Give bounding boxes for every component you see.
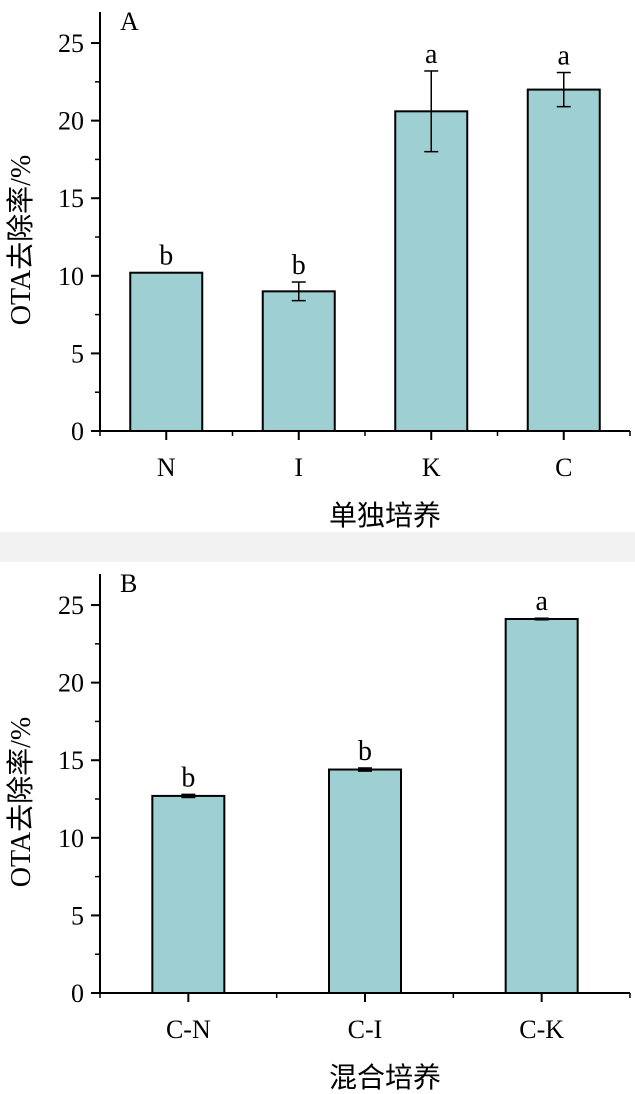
x-axis-title: 单独培养 — [329, 500, 441, 532]
chart-a-svg: b b a a 0 5 10 15 20 25 N I K C A 单独培养 OTA去除率/% — [5, 7, 631, 532]
chart-panel-a: b b a a 0 5 10 15 20 25 N I K C A 单独培养 OTA去除率/% — [0, 0, 635, 532]
bar-I — [261, 290, 336, 433]
y-tick-label: 25 — [58, 29, 84, 58]
y-tick-label: 15 — [58, 184, 84, 213]
chart-panel-b: b b a 0 5 10 15 20 25 C-N C-I C-K B 混合培养 OTA去除率/% — [0, 562, 635, 1094]
x-tick-label: C-K — [519, 1015, 564, 1044]
y-tick-label: 20 — [58, 107, 84, 136]
bar-N — [129, 271, 204, 433]
y-tick-label: 5 — [71, 339, 84, 368]
bar-C-K — [504, 618, 579, 995]
x-tick-label: N — [157, 453, 176, 482]
x-tick-label: C-I — [348, 1015, 383, 1044]
x-tick-label: C-N — [166, 1015, 211, 1044]
y-tick-label: 5 — [71, 901, 84, 930]
bar-C-N — [151, 794, 226, 994]
significance-label-N: b — [159, 241, 173, 272]
significance-label-C: a — [558, 41, 571, 72]
panel-divider — [0, 532, 635, 562]
significance-label-C-I: b — [358, 736, 372, 767]
significance-label-K: a — [425, 39, 438, 70]
x-axis-title: 混合培养 — [329, 1062, 441, 1094]
x-tick-label: I — [294, 453, 303, 482]
bar-C-I — [328, 768, 402, 994]
y-axis-title: OTA去除率/% — [5, 717, 37, 887]
panel-label: B — [120, 569, 137, 598]
chart-b-svg: b b a 0 5 10 15 20 25 C-N C-I C-K B 混合培养 OTA去除率/% — [5, 569, 631, 1094]
y-tick-label: 10 — [58, 824, 84, 853]
x-tick-label: C — [555, 453, 572, 482]
significance-label-C-K: a — [535, 586, 548, 617]
bar-K — [394, 110, 469, 433]
x-tick-label: K — [422, 453, 441, 482]
y-tick-label: 20 — [58, 669, 84, 698]
y-tick-label: 15 — [58, 746, 84, 775]
bar-C — [526, 88, 601, 432]
y-tick-label: 0 — [71, 979, 84, 1008]
y-tick-label: 10 — [58, 262, 84, 291]
y-axis-title: OTA去除率/% — [5, 155, 37, 325]
significance-label-C-N: b — [181, 762, 195, 793]
y-tick-label: 0 — [71, 417, 84, 446]
panel-label: A — [120, 7, 139, 36]
y-tick-label: 25 — [58, 591, 84, 620]
significance-label-I: b — [292, 250, 306, 281]
